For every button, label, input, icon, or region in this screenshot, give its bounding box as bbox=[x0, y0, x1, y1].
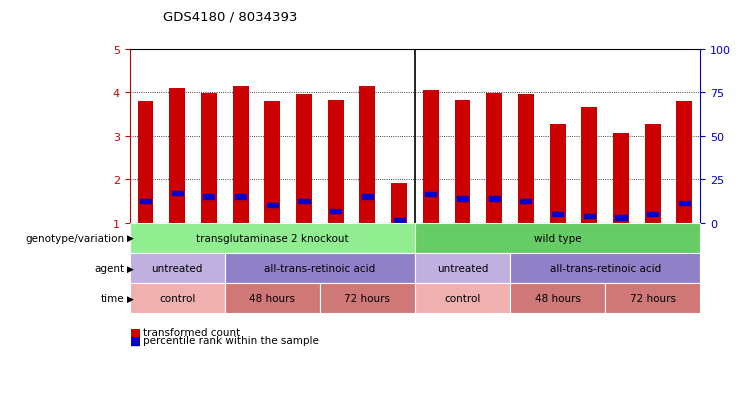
Text: control: control bbox=[445, 293, 481, 304]
Bar bbox=[362, 195, 373, 199]
Text: time: time bbox=[101, 293, 124, 304]
Bar bbox=[201, 94, 217, 223]
Bar bbox=[645, 125, 661, 223]
Bar bbox=[138, 102, 153, 223]
Text: 72 hours: 72 hours bbox=[630, 293, 676, 304]
Bar bbox=[203, 195, 214, 199]
Bar bbox=[330, 209, 342, 214]
Bar bbox=[169, 89, 185, 223]
Bar bbox=[520, 199, 531, 204]
Bar bbox=[425, 192, 436, 197]
Text: ■: ■ bbox=[130, 334, 141, 347]
Bar bbox=[647, 212, 658, 216]
Text: ▶: ▶ bbox=[127, 264, 134, 273]
Bar bbox=[235, 195, 246, 199]
Text: 72 hours: 72 hours bbox=[345, 293, 391, 304]
Bar bbox=[616, 216, 627, 220]
Bar bbox=[172, 191, 183, 196]
Bar bbox=[393, 219, 405, 223]
Bar bbox=[552, 212, 563, 216]
Text: ■: ■ bbox=[130, 325, 141, 339]
Text: agent: agent bbox=[94, 263, 124, 273]
Bar bbox=[486, 94, 502, 223]
Text: ▶: ▶ bbox=[127, 294, 134, 303]
Bar bbox=[518, 95, 534, 223]
Bar bbox=[359, 86, 376, 223]
Text: percentile rank within the sample: percentile rank within the sample bbox=[143, 335, 319, 345]
Bar bbox=[328, 101, 344, 223]
Text: wild type: wild type bbox=[534, 233, 582, 243]
Bar bbox=[296, 95, 312, 223]
Bar bbox=[457, 197, 468, 202]
Text: GDS4180 / 8034393: GDS4180 / 8034393 bbox=[163, 10, 297, 23]
Bar bbox=[299, 199, 310, 204]
Text: all-trans-retinoic acid: all-trans-retinoic acid bbox=[550, 263, 661, 273]
Bar bbox=[423, 91, 439, 223]
Bar bbox=[679, 201, 690, 206]
Text: untreated: untreated bbox=[152, 263, 203, 273]
Bar bbox=[582, 108, 597, 223]
Text: transglutaminase 2 knockout: transglutaminase 2 knockout bbox=[196, 233, 348, 243]
Text: transformed count: transformed count bbox=[143, 327, 240, 337]
Text: genotype/variation: genotype/variation bbox=[25, 233, 124, 243]
Bar bbox=[265, 102, 280, 223]
Text: ▶: ▶ bbox=[127, 234, 134, 242]
Bar bbox=[488, 197, 499, 202]
Bar bbox=[677, 102, 692, 223]
Bar bbox=[584, 214, 595, 219]
Text: 48 hours: 48 hours bbox=[534, 293, 581, 304]
Bar bbox=[233, 86, 248, 223]
Bar bbox=[267, 204, 278, 208]
Bar bbox=[140, 199, 151, 204]
Text: control: control bbox=[159, 293, 196, 304]
Bar bbox=[550, 125, 565, 223]
Bar bbox=[391, 184, 407, 223]
Bar bbox=[613, 134, 629, 223]
Text: all-trans-retinoic acid: all-trans-retinoic acid bbox=[265, 263, 376, 273]
Text: untreated: untreated bbox=[437, 263, 488, 273]
Text: 48 hours: 48 hours bbox=[249, 293, 296, 304]
Bar bbox=[454, 101, 471, 223]
